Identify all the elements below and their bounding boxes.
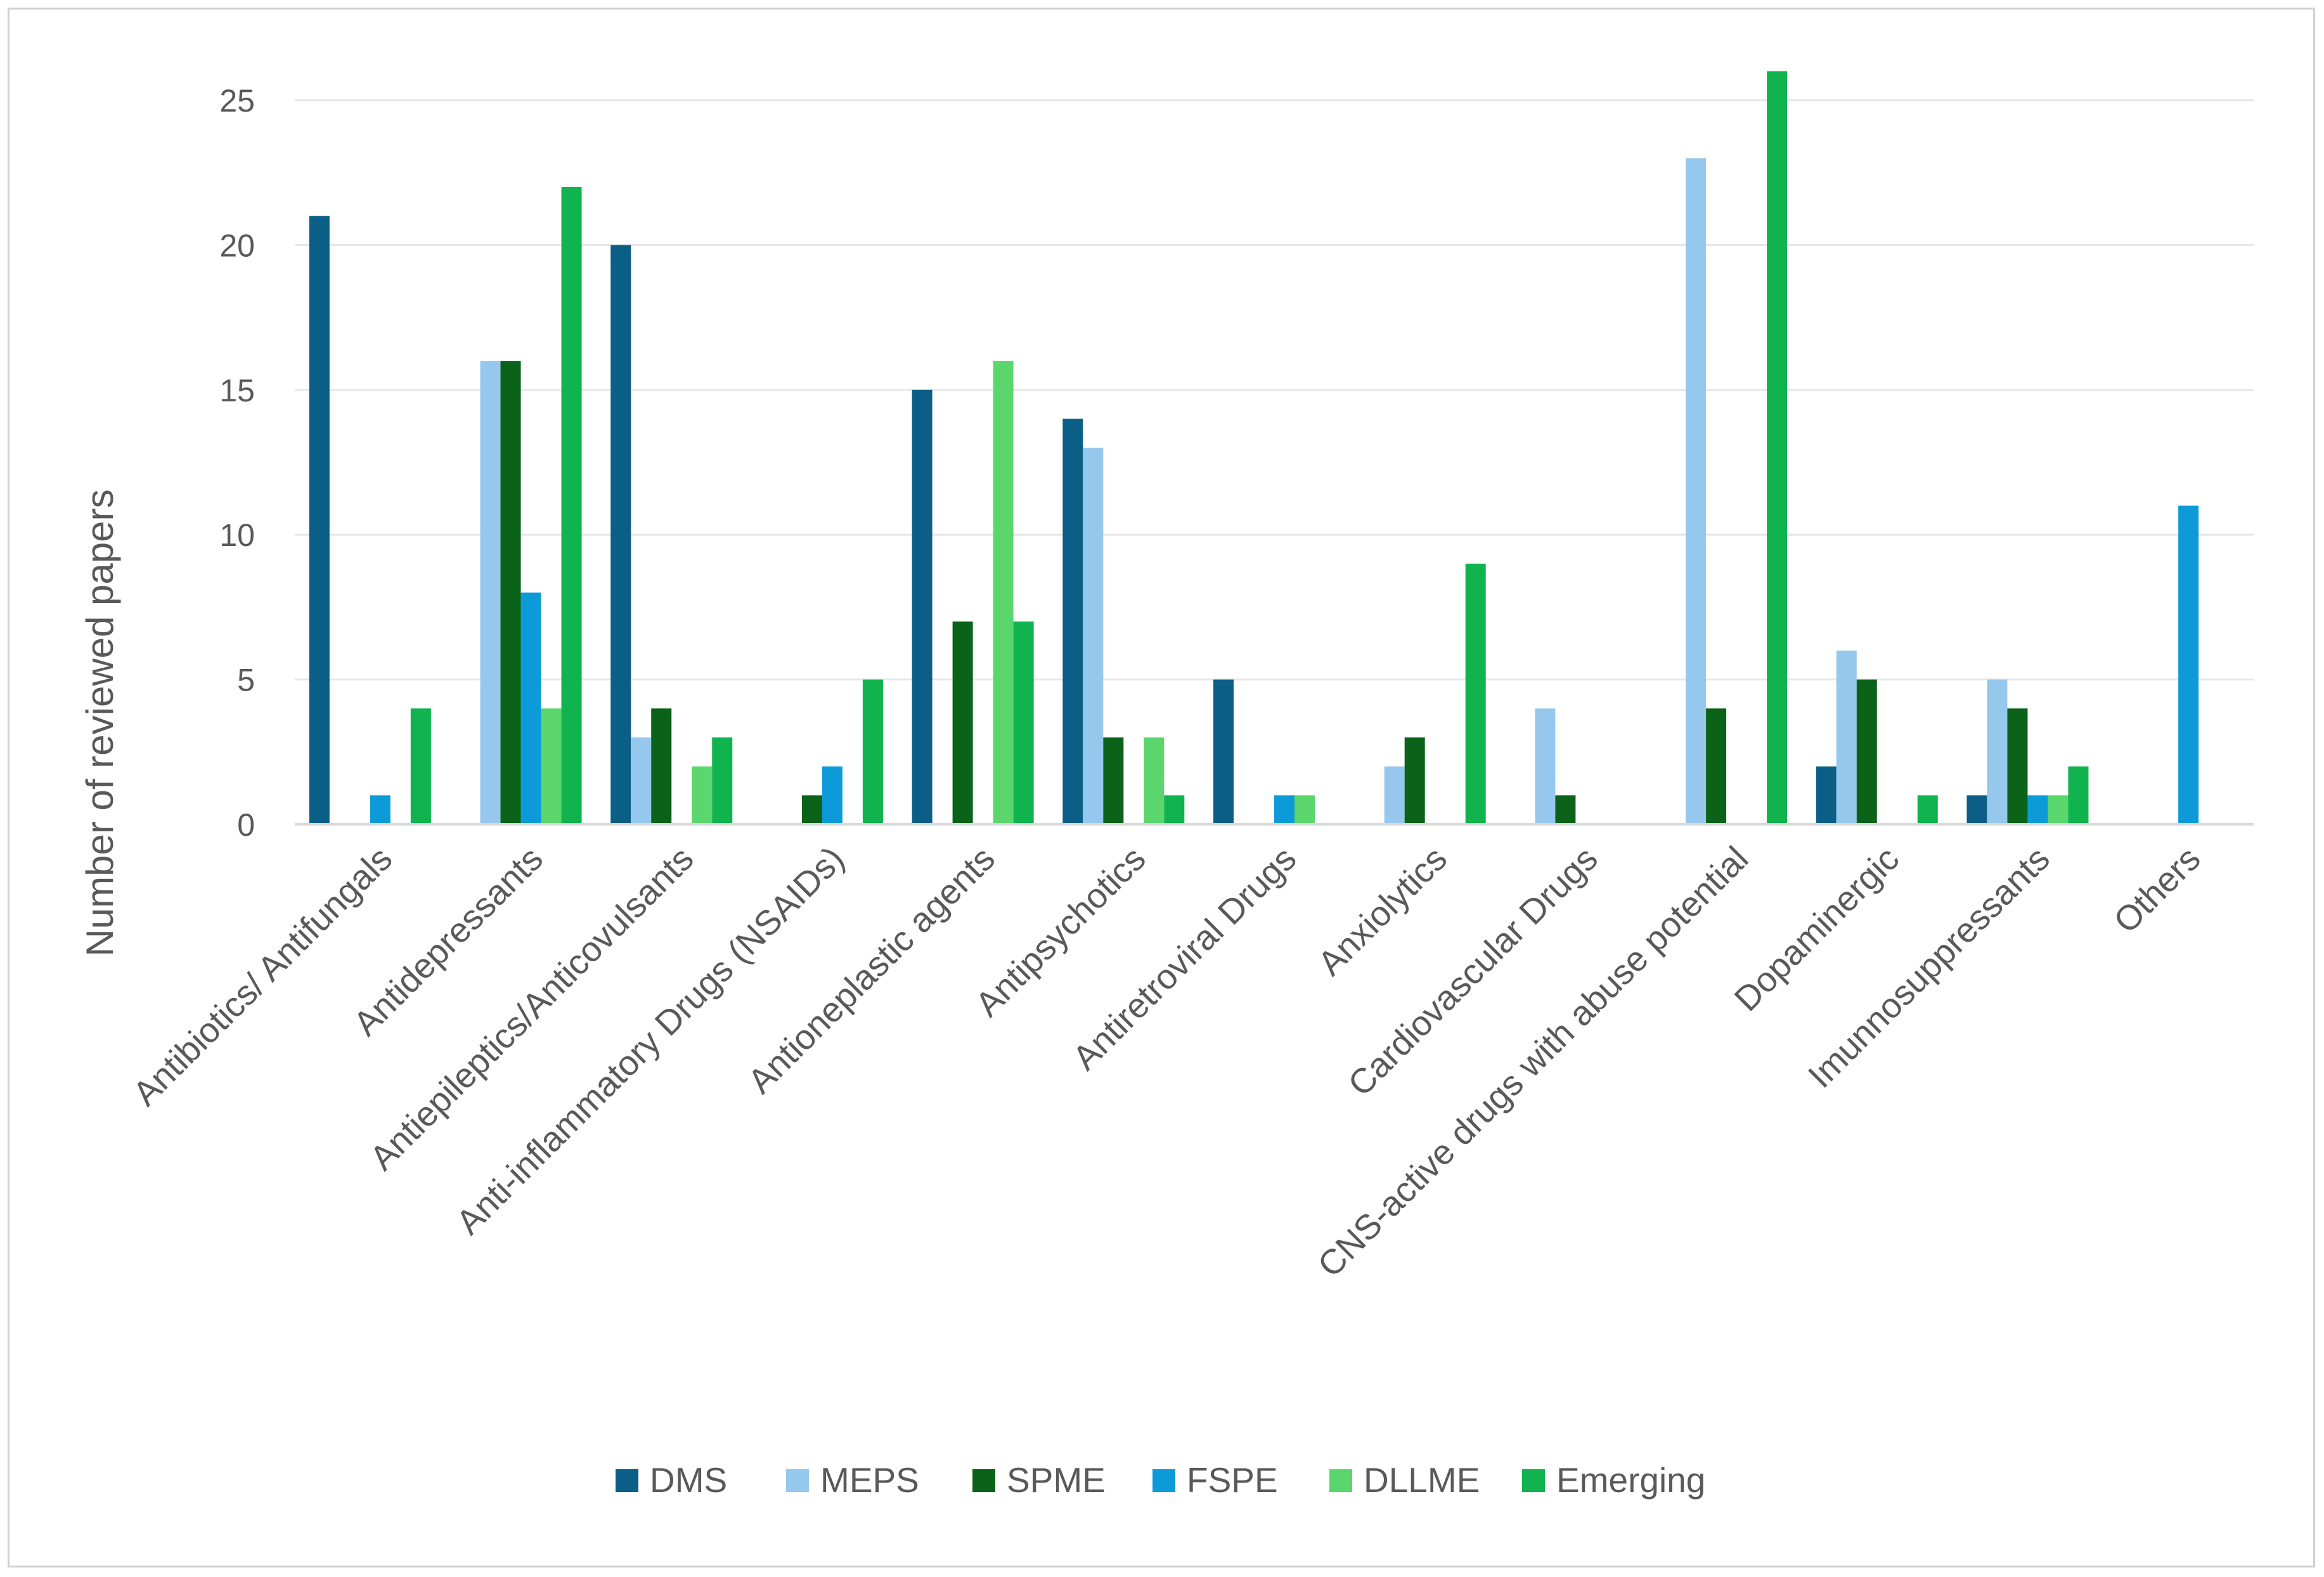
bar-dllme <box>993 361 1014 824</box>
bar-dllme <box>1144 737 1165 824</box>
bar-fspe <box>1274 795 1294 824</box>
x-category-label: Imunnosuppressants <box>1800 839 2057 1096</box>
y-tick-label: 10 <box>219 517 255 553</box>
legend-swatch <box>1329 1469 1352 1492</box>
x-category-label: Anxiolytics <box>1310 839 1455 983</box>
bars <box>309 71 2199 825</box>
legend-label: FSPE <box>1187 1460 1278 1500</box>
bar-spme <box>1706 708 1727 824</box>
legend-swatch <box>1522 1469 1545 1492</box>
x-axis-category-labels: Antibiotics/ AntifungalsAntidepressantsA… <box>125 839 2207 1285</box>
legend-item-meps: MEPS <box>786 1460 919 1500</box>
bar-spme <box>801 795 822 824</box>
legend-item-emerging: Emerging <box>1522 1460 1705 1500</box>
bar-meps <box>631 737 652 824</box>
bar-emerging <box>1465 563 1486 824</box>
bar-fspe <box>2178 505 2199 824</box>
bar-spme <box>1856 679 1877 824</box>
bar-meps <box>1384 766 1405 824</box>
bar-emerging <box>712 737 733 824</box>
y-tick-label: 20 <box>219 228 255 263</box>
bar-spme <box>1404 737 1425 824</box>
gridlines <box>295 99 2254 681</box>
y-axis-label: Number of reviewed papers <box>79 489 121 956</box>
legend-item-dllme: DLLME <box>1329 1460 1480 1500</box>
bar-dllme <box>2048 795 2069 824</box>
bar-meps <box>1686 158 1707 825</box>
bar-spme <box>500 361 521 824</box>
legend-swatch <box>786 1469 809 1492</box>
bar-meps <box>1987 679 2008 824</box>
legend-item-spme: SPME <box>972 1460 1106 1500</box>
bar-dms <box>1816 766 1837 824</box>
x-category-label: Antiepileptics/Anticovulsants <box>362 839 701 1178</box>
bar-emerging <box>2068 766 2089 824</box>
y-tick-label: 0 <box>237 807 255 843</box>
bar-dllme <box>692 766 713 824</box>
bar-emerging <box>862 679 883 824</box>
bar-meps <box>1836 650 1857 824</box>
legend-label: DMS <box>650 1460 727 1500</box>
bar-dms <box>1213 679 1234 824</box>
legend-item-dms: DMS <box>616 1460 727 1500</box>
bar-spme <box>1555 795 1576 824</box>
bar-fspe <box>822 766 842 824</box>
x-category-label: Antibiotics/ Antifungals <box>125 839 399 1113</box>
x-category-label: Others <box>2106 839 2208 941</box>
bar-fspe <box>2027 795 2048 824</box>
bar-dllme <box>541 708 562 824</box>
bar-emerging <box>561 187 582 824</box>
bar-dllme <box>1294 795 1315 824</box>
y-tick-label: 15 <box>219 373 255 408</box>
bar-meps <box>1083 448 1104 824</box>
bar-meps <box>1535 708 1556 824</box>
legend-swatch <box>972 1469 995 1492</box>
bar-dms <box>309 216 330 825</box>
bar-dms <box>1062 419 1083 824</box>
bar-fspe <box>370 795 391 824</box>
bar-meps <box>480 361 501 824</box>
legend-label: DLLME <box>1364 1460 1480 1500</box>
bar-dms <box>610 245 631 824</box>
bar-dms <box>912 389 933 824</box>
legend-swatch <box>1152 1469 1175 1492</box>
bar-emerging <box>1917 795 1938 824</box>
legend-swatch <box>616 1469 638 1492</box>
y-tick-label: 5 <box>237 663 255 698</box>
y-axis-ticks: 0 5 10 15 20 25 <box>219 83 255 843</box>
legend-item-fspe: FSPE <box>1152 1460 1278 1500</box>
x-category-label: Antioneplastic agents <box>740 839 1003 1101</box>
legend-label: MEPS <box>820 1460 919 1500</box>
legend-label: SPME <box>1007 1460 1106 1500</box>
bar-dms <box>1966 795 1987 824</box>
bar-emerging <box>1164 795 1185 824</box>
bar-emerging <box>1013 621 1034 824</box>
bar-spme <box>651 708 672 824</box>
legend: DMS MEPS SPME FSPE DLLME Emerging <box>616 1460 1705 1500</box>
y-tick-label: 25 <box>219 83 255 119</box>
x-category-label: Cardiovascular Drugs <box>1340 839 1605 1104</box>
bar-spme <box>1103 737 1124 824</box>
bar-fspe <box>520 592 541 824</box>
bar-emerging <box>410 708 431 824</box>
legend-label: Emerging <box>1556 1460 1705 1500</box>
bar-emerging <box>1767 71 1788 825</box>
bar-spme <box>952 621 973 824</box>
bar-spme <box>2007 708 2028 824</box>
